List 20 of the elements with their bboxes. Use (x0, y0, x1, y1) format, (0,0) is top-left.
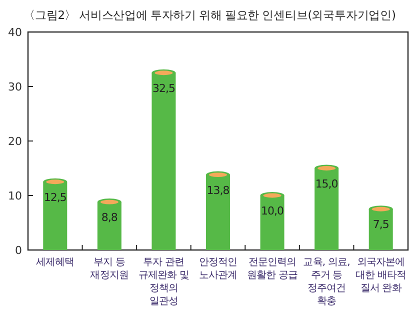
data-label: 15,0 (315, 177, 338, 190)
data-label: 32,5 (152, 82, 176, 95)
x-tick-label: 투자 관련 규제완화 및 정책의 일관성 (138, 257, 190, 307)
y-tick-label: 0 (15, 244, 22, 257)
y-tick-label: 30 (8, 80, 22, 94)
y-tick-label: 10 (8, 190, 22, 202)
data-label: 10,0 (261, 204, 284, 218)
data-label: 8,8 (101, 211, 118, 224)
x-tick-label: 부지 등 재정지원 (90, 257, 129, 281)
x-tick-label: 세제혜택 (36, 257, 74, 268)
x-tick-label: 교육, 의료, 주거 등 정주여건 확충 (303, 257, 350, 307)
y-tick-label: 20 (8, 135, 22, 148)
data-label: 13,8 (206, 184, 230, 197)
y-tick-label: 40 (8, 26, 22, 39)
chart-title: 〈그림2〉 서비스산업에 투자하기 위해 필요한 인센티브(외국투자기업인) (24, 8, 396, 22)
data-label: 12,5 (44, 190, 67, 204)
data-label: 7,5 (372, 218, 390, 232)
x-tick-label: 전문인력의 원활한 공급 (246, 257, 298, 281)
x-tick-label: 외국자본에 대한 배타적 질서 완화 (355, 257, 406, 294)
x-tick-label: 안정적인 노사관계 (198, 257, 238, 281)
